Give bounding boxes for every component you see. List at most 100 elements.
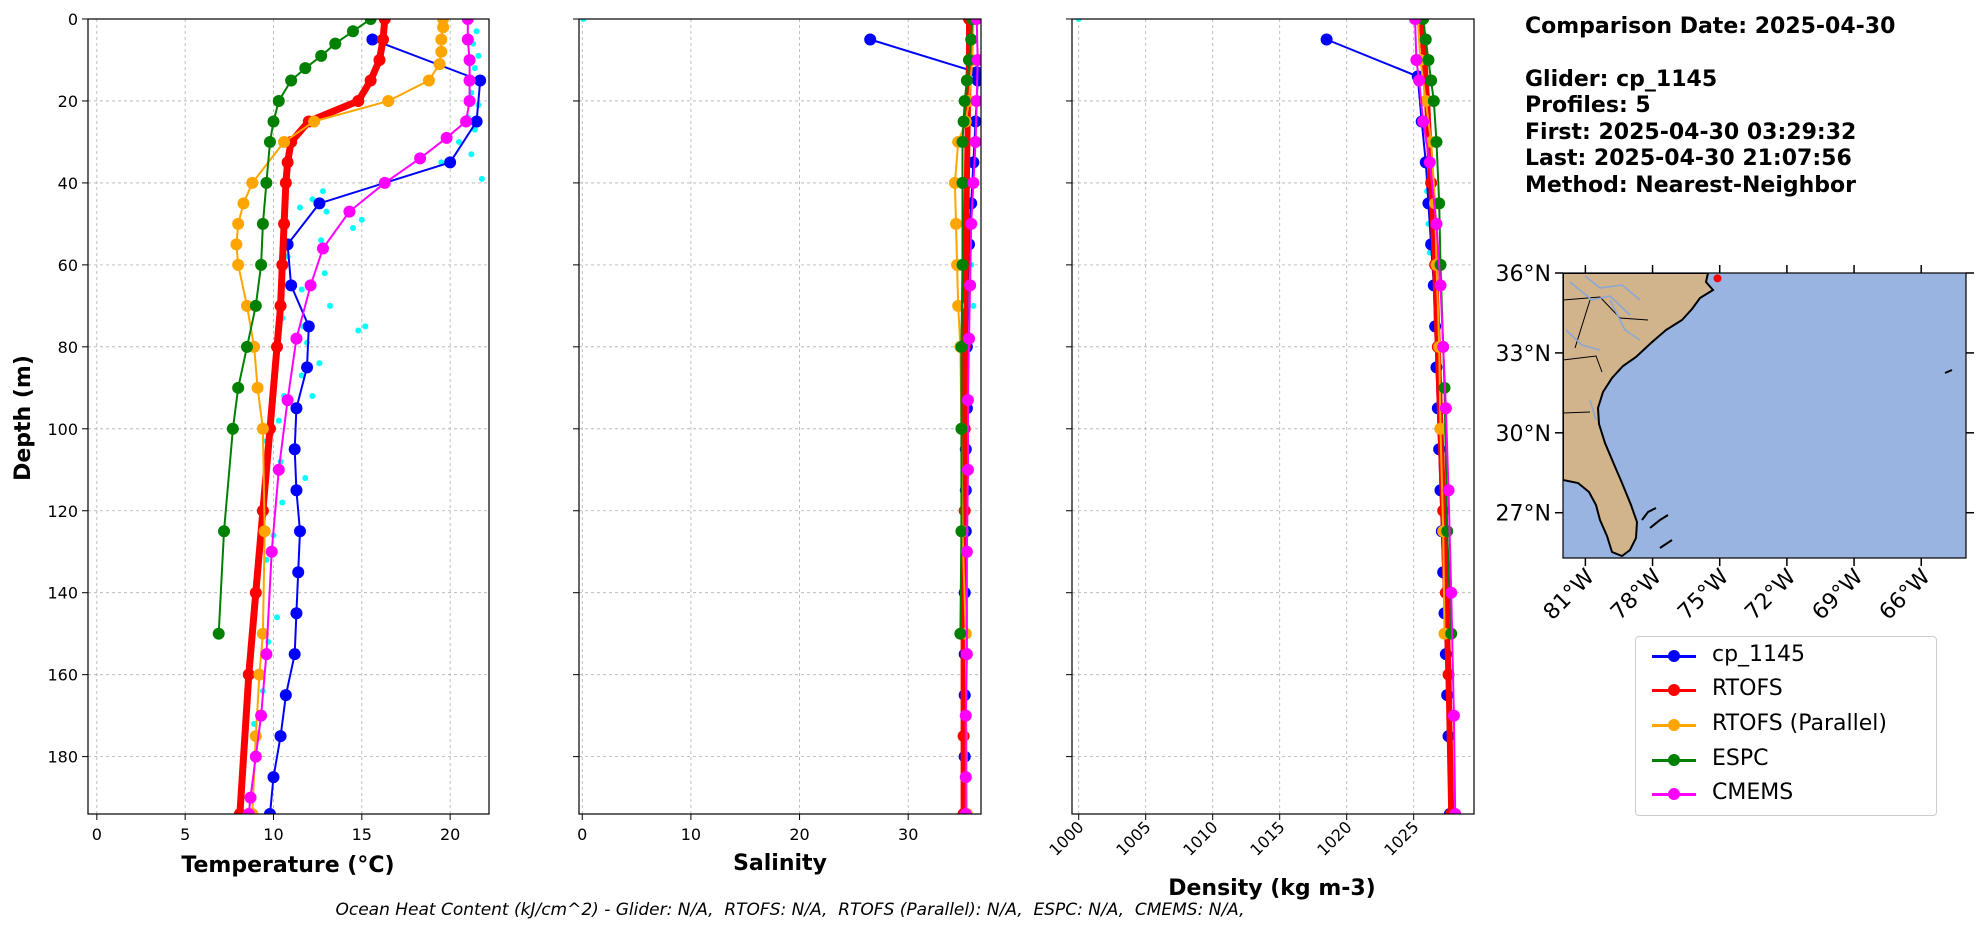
series-point	[281, 156, 294, 169]
series-point	[1439, 402, 1452, 415]
y-tick-label: 40	[58, 174, 78, 193]
series-point	[278, 217, 291, 230]
x-tick-label: 1015	[1246, 817, 1288, 859]
series-point	[955, 525, 968, 538]
series-point	[959, 709, 972, 722]
series-point	[272, 463, 285, 476]
map-lat-label: 36°N	[1496, 262, 1551, 287]
series-point	[1409, 19, 1422, 25]
series-point	[965, 217, 978, 230]
legend-label: ESPC	[1712, 746, 1769, 771]
series-point	[1417, 115, 1430, 128]
series-point	[460, 115, 473, 128]
series-point	[267, 115, 280, 128]
raw-glider-point	[316, 360, 323, 367]
legend-item: RTOFS (Parallel)	[1642, 710, 1932, 740]
series-point	[292, 566, 305, 579]
series-point	[957, 730, 970, 743]
series-point	[251, 381, 264, 394]
x-tick-label: 1025	[1380, 817, 1422, 859]
series-point	[1430, 135, 1443, 148]
series-point	[290, 332, 303, 345]
series-point	[960, 648, 973, 661]
series-point	[964, 279, 977, 292]
series-point	[435, 45, 448, 58]
raw-glider-point	[309, 196, 316, 203]
comparison-date: Comparison Date: 2025-04-30	[1525, 14, 1896, 39]
raw-glider-point	[475, 52, 482, 59]
series-point	[258, 525, 271, 538]
raw-glider-point	[319, 188, 326, 195]
series-point	[260, 176, 273, 189]
series-point	[961, 394, 974, 407]
series-point	[961, 463, 974, 476]
series-point	[971, 53, 981, 66]
raw-glider-point	[471, 65, 478, 72]
map-lon-label: 81°W	[1539, 564, 1600, 625]
series-point	[256, 504, 269, 517]
map-panel: 81°W 78°W 75°W 72°W 69°W 66°W 36°N 33°N 30°N 27°N	[1496, 262, 1974, 625]
series-point	[232, 258, 245, 271]
map-lon-label: 75°W	[1673, 564, 1734, 625]
raw-glider-point	[321, 270, 328, 277]
series-point	[461, 33, 474, 46]
series-point	[963, 53, 976, 66]
series-point	[364, 19, 377, 25]
x-tick-label: 1010	[1179, 817, 1221, 859]
map-frame	[1562, 272, 1967, 559]
map-lon-label: 72°W	[1740, 564, 1801, 625]
series-point	[967, 156, 980, 169]
series-point	[1425, 74, 1438, 87]
raw-glider-point	[468, 151, 475, 158]
series-point	[1442, 484, 1455, 497]
x-tick-label: 0	[577, 825, 587, 844]
series-point	[959, 808, 972, 814]
series-point	[288, 648, 301, 661]
temperature-axes-frame	[87, 18, 490, 815]
series-point	[437, 21, 450, 34]
series-point	[1442, 668, 1455, 681]
series-point	[232, 381, 245, 394]
map-state-borders	[1563, 296, 1649, 414]
series-point	[255, 709, 268, 722]
map-land	[1563, 273, 1715, 558]
series-point	[463, 53, 476, 66]
series-point	[364, 74, 377, 87]
series-point	[276, 258, 289, 271]
series-point	[378, 176, 391, 189]
y-tick-label: 80	[58, 338, 78, 357]
raw-glider-point	[296, 204, 303, 211]
y-tick-label: 0	[68, 10, 78, 29]
series-point	[1445, 586, 1458, 599]
last-time: Last: 2025-04-30 21:07:56	[1525, 146, 1852, 171]
temperature-data	[212, 19, 487, 814]
series-point	[299, 62, 312, 75]
raw-glider-point	[274, 614, 281, 621]
first-time: First: 2025-04-30 03:29:32	[1525, 119, 1857, 145]
series-point	[240, 299, 253, 312]
salinity-panel: 0 10 20 30 Salinity	[573, 18, 982, 876]
legend-swatch-marker	[1668, 719, 1680, 731]
series-point	[1437, 340, 1450, 353]
series-point	[956, 135, 969, 148]
y-tick-label: 100	[47, 420, 78, 439]
raw-glider-point	[349, 224, 356, 231]
raw-glider-point	[358, 216, 365, 223]
temperature-xlabel: Temperature (°C)	[181, 853, 394, 878]
raw-glider-point	[302, 474, 309, 481]
salinity-data	[580, 19, 981, 814]
x-tick-label: 20	[789, 825, 809, 844]
series-point	[958, 94, 971, 107]
x-tick-label: 5	[180, 825, 190, 844]
series-point	[422, 74, 435, 87]
density-xlabel: Density (kg m-3)	[1168, 876, 1376, 901]
series-point	[1422, 53, 1435, 66]
map-lat-label: 33°N	[1496, 342, 1551, 367]
legend-label: cp_1145	[1712, 642, 1806, 667]
map-lon-label: 69°W	[1808, 564, 1869, 625]
series-point	[960, 545, 973, 558]
x-tick-label: 30	[898, 825, 918, 844]
legend-swatch-marker	[1668, 684, 1680, 696]
series-point	[1433, 197, 1446, 210]
x-tick-label: 15	[352, 825, 372, 844]
